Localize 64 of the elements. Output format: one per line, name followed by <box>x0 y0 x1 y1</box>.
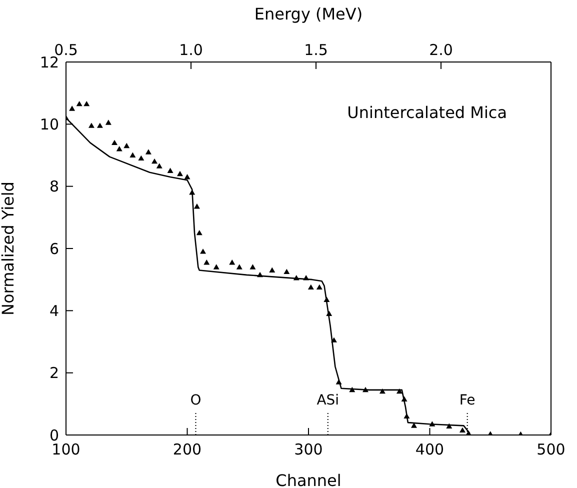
y-tick-label: 2 <box>49 364 59 382</box>
y-tick-label: 8 <box>49 178 59 196</box>
point <box>105 120 112 125</box>
ref-line-label: ASi <box>316 392 340 409</box>
x-tick-label: 500 <box>536 440 566 459</box>
point <box>236 264 242 270</box>
point <box>308 284 314 290</box>
x-tick-label: 300 <box>294 440 323 459</box>
x2-tick-label: 1.0 <box>179 41 203 59</box>
point <box>116 146 122 152</box>
point <box>184 174 190 180</box>
x2-tick-label: 1.5 <box>304 41 328 59</box>
point <box>330 337 337 342</box>
point <box>145 149 152 154</box>
point <box>229 259 236 265</box>
point <box>96 122 103 128</box>
x-tick-label: 200 <box>172 440 202 459</box>
point <box>124 142 130 148</box>
point <box>130 152 136 158</box>
point <box>257 272 263 278</box>
point <box>362 386 368 392</box>
y-tick-label: 4 <box>49 302 59 320</box>
point <box>112 140 118 146</box>
point <box>303 275 310 280</box>
x2-tick-label: 2.0 <box>429 41 453 59</box>
point <box>176 170 183 176</box>
y-axis-title: Normalized Yield <box>0 182 18 316</box>
point <box>194 204 200 209</box>
point <box>324 296 330 302</box>
x-tick-label: 400 <box>415 440 444 459</box>
point <box>446 423 452 428</box>
point <box>213 264 220 270</box>
point <box>401 396 408 402</box>
point <box>336 379 342 384</box>
point <box>167 168 174 173</box>
point <box>196 230 202 236</box>
ref-line-label: Fe <box>459 392 476 409</box>
point <box>138 155 144 161</box>
point <box>156 163 162 168</box>
y-tick-label: 6 <box>49 240 59 258</box>
point <box>326 310 332 316</box>
point <box>250 264 256 270</box>
point <box>204 259 210 265</box>
point <box>284 268 290 274</box>
point <box>379 388 386 394</box>
point <box>396 388 402 394</box>
point <box>69 106 76 111</box>
point <box>189 190 196 195</box>
point <box>152 158 158 164</box>
ref-line-label: O <box>190 392 202 409</box>
point <box>88 122 94 128</box>
point <box>316 284 322 290</box>
point <box>429 421 436 426</box>
x-axis-title: Channel <box>276 471 342 488</box>
point <box>459 427 466 433</box>
point <box>84 100 90 106</box>
y-tick-label: 10 <box>40 115 59 134</box>
point <box>349 386 356 392</box>
point <box>200 248 206 254</box>
point <box>76 100 82 106</box>
point <box>293 275 300 280</box>
annotation: Unintercalated Mica <box>347 103 507 122</box>
point <box>269 267 276 272</box>
x2-axis-title: Energy (MeV) <box>254 4 363 24</box>
